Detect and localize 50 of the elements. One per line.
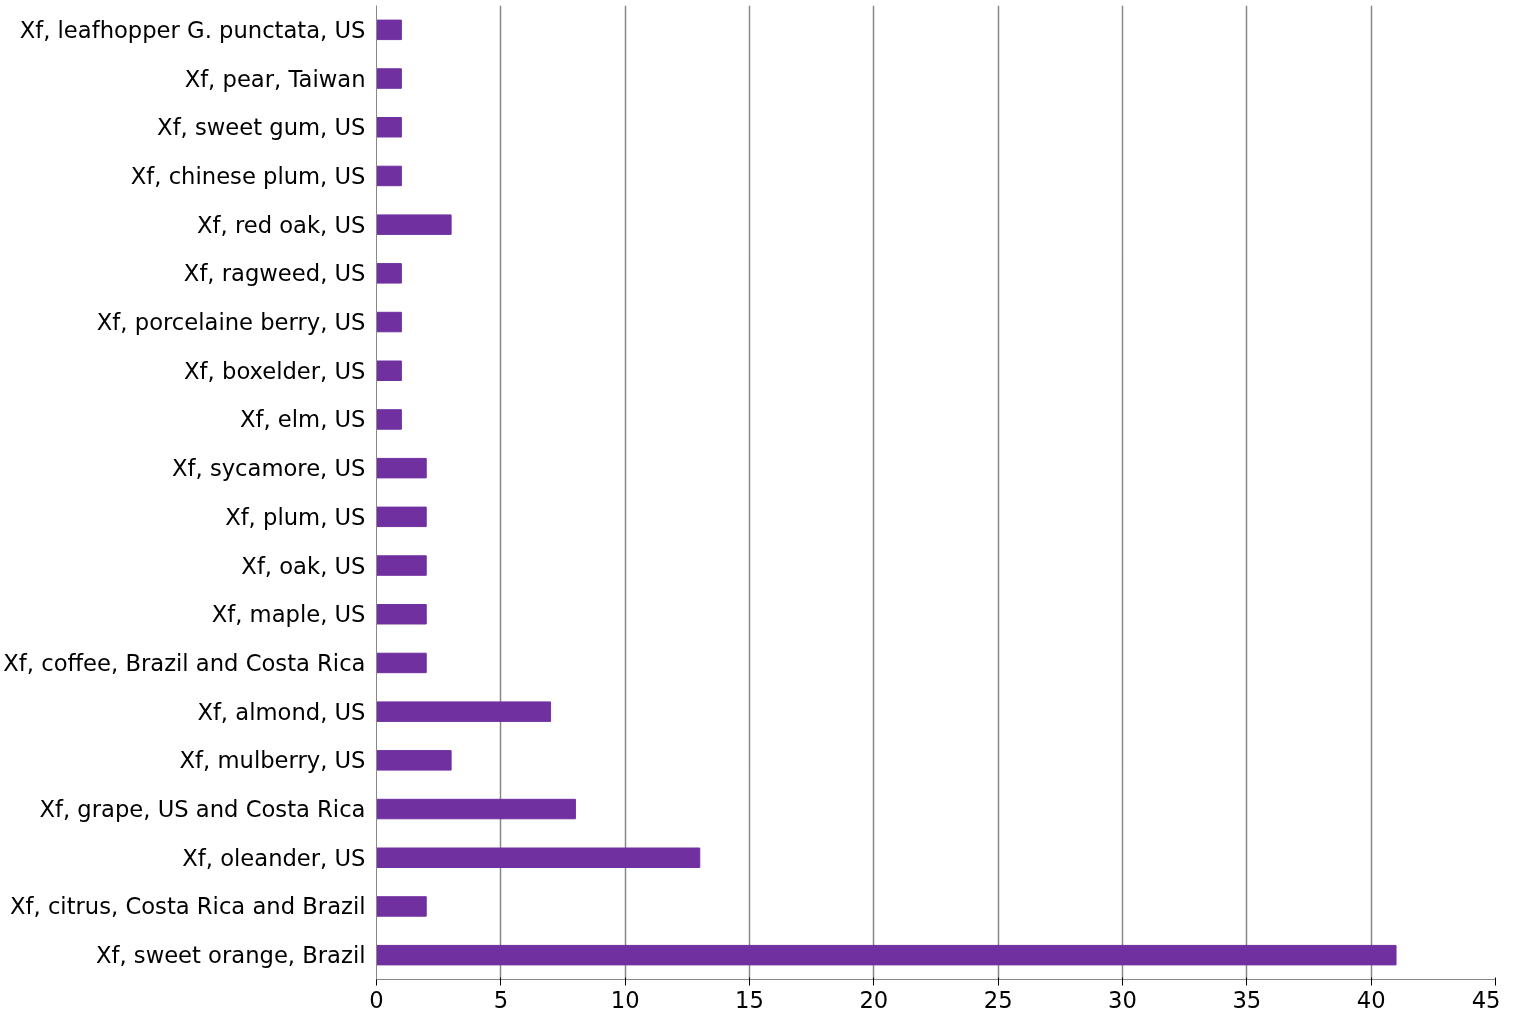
y-tick-label: Xf, sycamore, US [171,455,366,482]
y-tick-label: Xf, mulberry, US [179,747,366,774]
bar [376,555,427,576]
y-tick-label: Xf, sweet orange, Brazil [95,942,366,969]
y-tick-label: Xf, almond, US [197,698,366,725]
y-tick-label: Xf, porcelaine berry, US [96,309,366,336]
bar [376,652,427,674]
x-tick-label: 35 [1232,986,1262,1013]
bar [376,263,402,284]
bar [376,214,452,235]
bar [376,701,552,722]
y-tick-label: Xf, pear, Taiwan [184,65,366,92]
bar [376,409,402,430]
y-tick-label: Xf, ragweed, US [183,260,366,287]
bar [376,798,576,820]
bar [376,847,701,868]
bar [376,117,402,138]
y-tick-label: Xf, leafhopper G. punctata, US [19,16,366,43]
bar [376,457,427,479]
x-tick-label: 10 [610,986,640,1013]
x-tick-label: 45 [1471,986,1501,1013]
bar [376,68,402,89]
x-tick-label: 25 [983,986,1013,1013]
bar [376,604,427,625]
y-tick-label: Xf, citrus, Costa Rica and Brazil [10,893,366,920]
x-tick-label: 15 [735,986,764,1013]
bar [376,165,402,187]
y-tick-label: Xf, oak, US [241,552,366,579]
bar [376,19,402,41]
y-tick-label: Xf, boxelder, US [184,357,366,384]
bar [376,750,452,771]
y-tick-label: Xf, red oak, US [197,211,366,238]
y-tick-label: Xf, coffee, Brazil and Costa Rica [3,649,366,676]
y-tick-label: Xf, maple, US [211,601,366,628]
y-tick-label: Xf, plum, US [225,503,366,530]
x-tick-label: 30 [1108,986,1137,1013]
bar [376,944,1397,966]
x-tick-label: 40 [1356,986,1386,1013]
x-tick-label: 20 [859,986,889,1013]
y-tick-label: Xf, oleander, US [182,844,366,871]
y-tick-label: Xf, grape, US and Costa Rica [39,796,366,823]
y-tick-label: Xf, chinese plum, US [130,162,366,189]
y-tick-label: Xf, sweet gum, US [157,114,366,141]
x-tick-label: 0 [369,986,384,1013]
bar [376,360,402,381]
bar [376,896,427,917]
x-tick-label: 5 [493,986,509,1013]
bar [376,311,402,333]
bar [376,506,427,528]
y-tick-label: Xf, elm, US [239,406,366,433]
